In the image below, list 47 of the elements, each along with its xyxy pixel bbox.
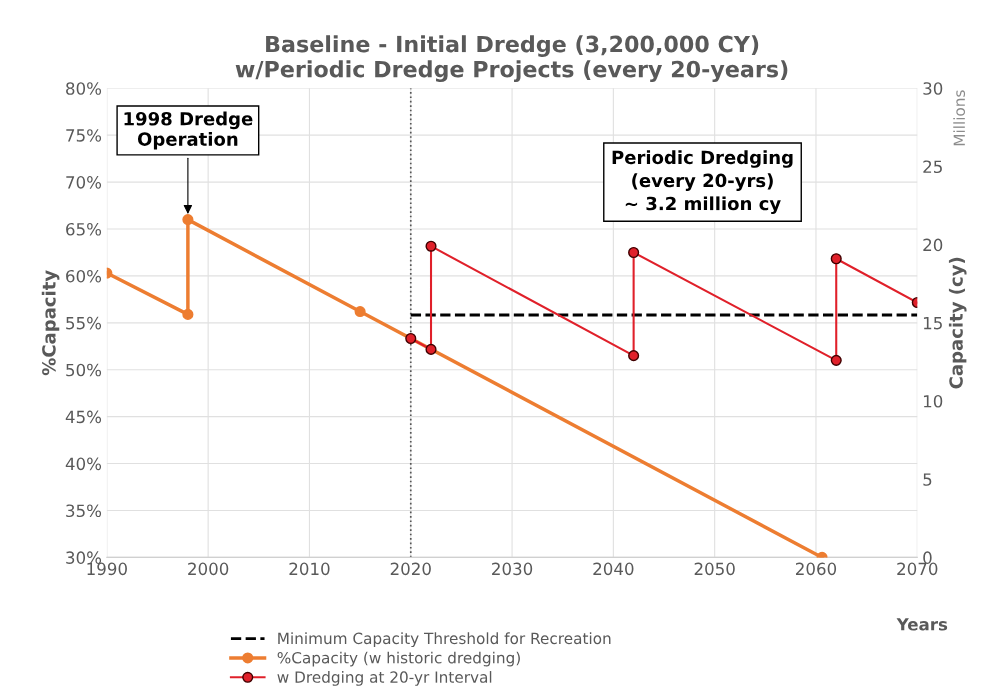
y2-tick-label: 25 — [923, 160, 942, 174]
y-tick-label: 70% — [66, 176, 102, 189]
y2-tick-label: 20 — [923, 238, 943, 252]
x-tick-label: 2000 — [188, 562, 229, 576]
x-tick-label: 2010 — [289, 562, 330, 576]
y-axis-title: %Capacity — [41, 270, 60, 376]
legend-label: w Dredging at 20-yr Interval — [277, 671, 492, 686]
legend-label: %Capacity (w historic dredging) — [277, 651, 520, 667]
y2-tick-label: 10 — [923, 394, 943, 408]
y-tick-label: 80% — [66, 82, 102, 95]
point — [628, 246, 640, 259]
point — [405, 332, 417, 345]
y-tick-label: 45% — [65, 410, 102, 424]
y-tick-label: 55% — [66, 316, 102, 330]
point — [425, 240, 437, 252]
x-tick-label: 2070 — [897, 562, 938, 576]
text: Millions — [953, 90, 966, 146]
chart-title: Baseline - Initial Dredge (3,200,000 CY) w/Periodic Dredge Projects (every 20-years) — [235, 35, 788, 82]
point — [182, 308, 194, 320]
y-tick-label: 60% — [66, 269, 102, 283]
point — [830, 354, 842, 366]
y2-tick-label: 30 — [923, 82, 943, 95]
y2-tick-label: 15 — [923, 317, 942, 330]
x-tick-label: 2030 — [492, 562, 533, 576]
x-tick-label: 2050 — [694, 562, 735, 576]
y2-tick-label: 5 — [923, 473, 932, 486]
point — [830, 253, 842, 265]
point — [182, 214, 194, 226]
y-tick-label: 50% — [66, 363, 102, 377]
y-tick-label: 30% — [66, 551, 102, 564]
x-tick-label: 2020 — [390, 562, 431, 576]
y-tick-label: 65% — [66, 222, 102, 236]
y2-axis-title: Capacity (cy) — [948, 257, 967, 389]
y-tick-label: 75% — [66, 129, 102, 142]
x-tick-label: 1990 — [87, 562, 127, 576]
point — [628, 350, 640, 362]
y-tick-label: 35% — [66, 504, 102, 518]
x-axis-title: Years — [896, 618, 948, 631]
point — [354, 306, 366, 318]
x-tick-label: 2040 — [593, 562, 634, 576]
legend-label: Minimum Capacity Threshold for Recreation — [278, 632, 611, 648]
annotation: 1998 Dredge Operation — [124, 111, 253, 150]
annotation: Periodic Dredging (every 20-yrs) ~ 3.2 million cy — [612, 150, 793, 214]
x-tick-label: 2060 — [795, 562, 837, 576]
point — [425, 343, 437, 355]
y-tick-label: 40% — [65, 457, 102, 471]
y2-tick-label: 0 — [923, 551, 932, 564]
